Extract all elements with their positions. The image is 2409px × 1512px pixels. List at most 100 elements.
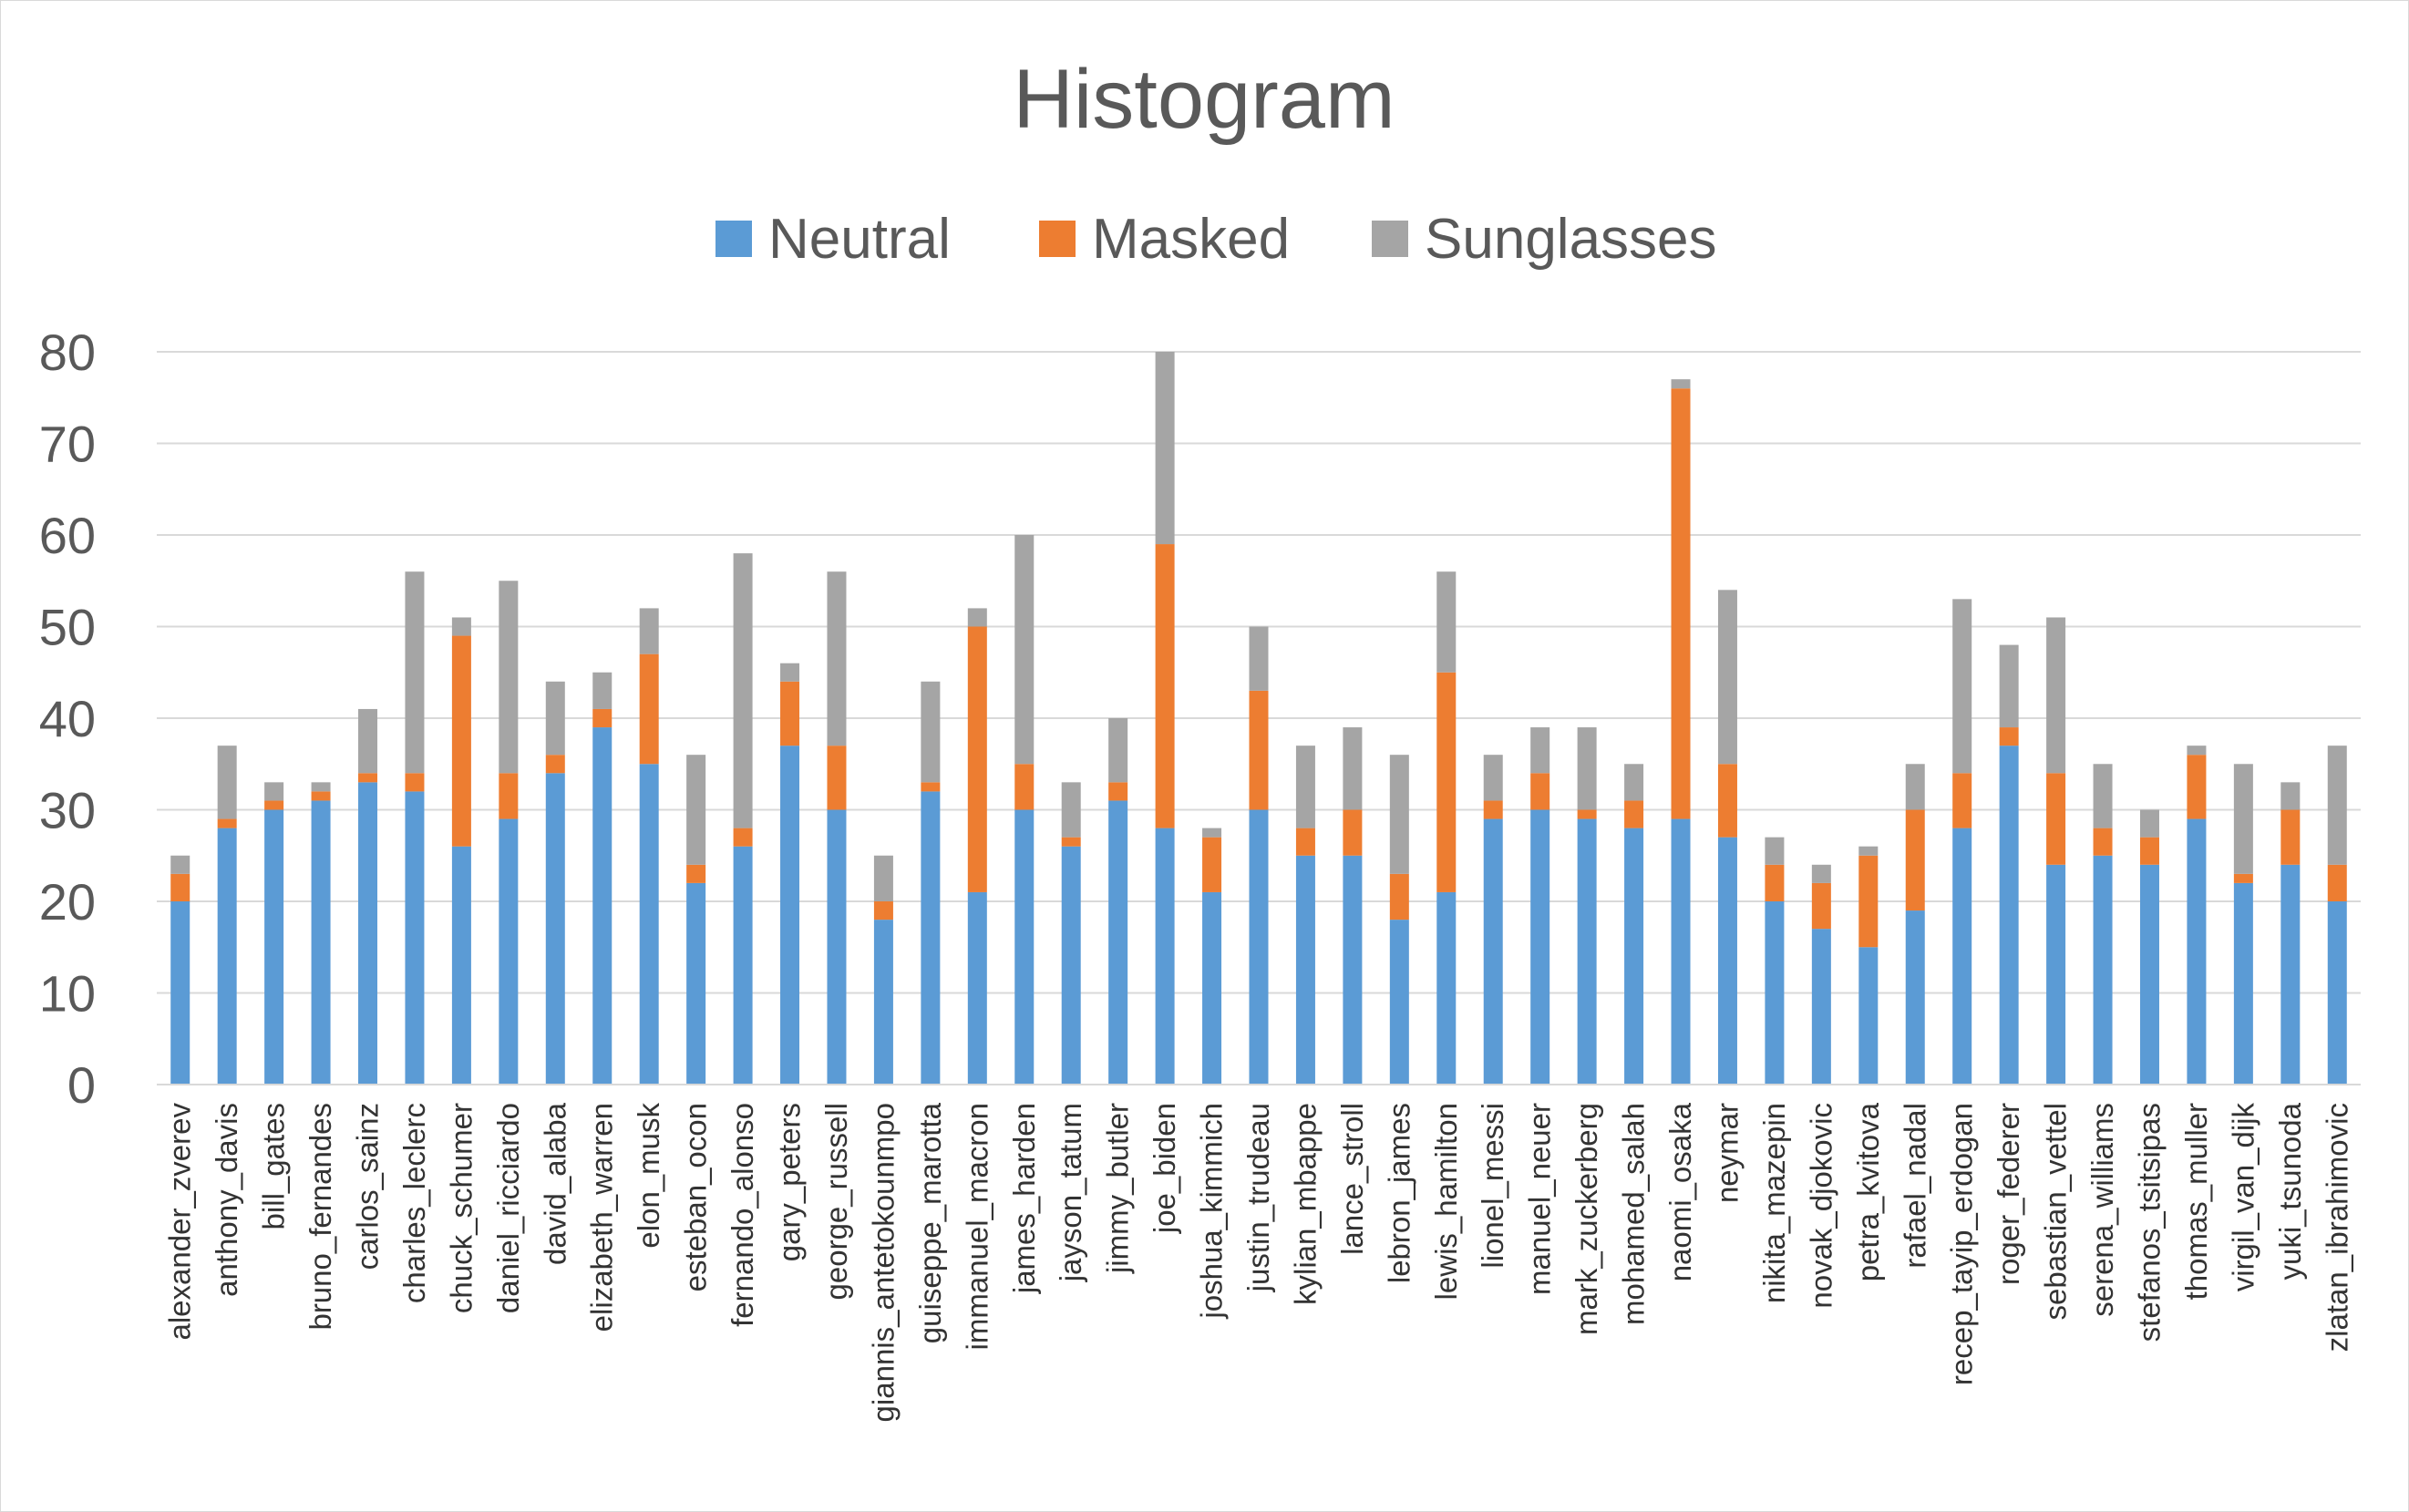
bar-sunglasses-joe_biden: [1155, 352, 1175, 545]
bar-sunglasses-kylian_mbappe: [1295, 746, 1315, 828]
bar-neutral-immanuel_macron: [967, 891, 987, 1085]
bar-neutral-george_russell: [827, 809, 847, 1085]
bar-masked-immanuel_macron: [967, 626, 987, 892]
bars: [170, 352, 2347, 1085]
bar-masked-anthony_davis: [217, 818, 237, 828]
bar-neutral-alexander_zverev: [170, 901, 190, 1085]
bar-sunglasses-joshua_kimmich: [1202, 828, 1222, 838]
x-tick-label: lance_stroll: [1335, 1103, 1369, 1255]
bar-neutral-recep_tayip_erdogan: [1952, 828, 1972, 1085]
bar-sunglasses-jayson_tatum: [1061, 782, 1081, 838]
y-tick-label: 20: [39, 873, 96, 931]
x-tick-label: gary_peters: [773, 1103, 807, 1261]
bar-neutral-petra_kvitova: [1858, 947, 1879, 1085]
x-tick-label: bruno_fernandes: [304, 1103, 337, 1331]
bar-sunglasses-david_alaba: [545, 681, 565, 756]
bar-neutral-elon_musk: [639, 764, 659, 1085]
bar-sunglasses-zlatan_ibrahimovic: [2327, 746, 2347, 865]
bar-sunglasses-james_harden: [1014, 535, 1035, 765]
bar-sunglasses-stefanos_tsitsipas: [2139, 809, 2159, 838]
bar-neutral-elizabeth_warren: [592, 727, 613, 1085]
x-tick-label: justin_trudeau: [1241, 1103, 1275, 1292]
bar-neutral-neymar: [1717, 837, 1737, 1085]
bar-masked-guiseppe_marotta: [921, 782, 941, 792]
bar-neutral-joe_biden: [1155, 828, 1175, 1085]
x-tick-label: mohamed_salah: [1617, 1103, 1651, 1325]
x-tick-label: anthony_davis: [210, 1103, 243, 1297]
bar-sunglasses-novak_djokovic: [1811, 864, 1831, 883]
bar-sunglasses-lebron_james: [1389, 755, 1409, 874]
y-tick-label: 0: [67, 1056, 96, 1114]
bar-sunglasses-lance_stroll: [1343, 727, 1363, 810]
bar-masked-lebron_james: [1389, 873, 1409, 921]
bar-masked-virgil_van_dijk: [2233, 873, 2253, 883]
x-tick-label: alexander_zverev: [163, 1103, 197, 1341]
bar-sunglasses-jimmy_butler: [1108, 718, 1128, 783]
x-tick-label: elizabeth_warren: [585, 1103, 619, 1332]
bar-neutral-mohamed_salah: [1624, 828, 1644, 1085]
bar-sunglasses-elizabeth_warren: [592, 672, 613, 709]
bar-neutral-novak_djokovic: [1811, 929, 1831, 1085]
bar-sunglasses-roger_federer: [1999, 644, 2019, 728]
x-tick-label: immanuel_macron: [960, 1103, 993, 1350]
x-tick-label: guiseppe_marotta: [913, 1102, 947, 1343]
x-tick-label: sebastian_vettel: [2039, 1103, 2073, 1321]
bar-neutral-joshua_kimmich: [1202, 891, 1222, 1085]
bar-neutral-chuck_schumer: [451, 846, 471, 1085]
bar-sunglasses-petra_kvitova: [1858, 846, 1879, 856]
bar-neutral-daniel_ricciardo: [499, 818, 519, 1085]
bar-neutral-lionel_messi: [1483, 818, 1503, 1085]
x-tick-label: elon_musk: [632, 1103, 665, 1249]
bar-neutral-yuki_tsunoda: [2280, 864, 2301, 1085]
bar-masked-justin_trudeau: [1249, 690, 1269, 810]
bar-masked-alexander_zverev: [170, 873, 190, 901]
bar-neutral-fernando_alonso: [733, 846, 753, 1085]
x-tick-label: naomi_osaka: [1663, 1102, 1697, 1281]
bar-sunglasses-guiseppe_marotta: [921, 681, 941, 783]
bar-neutral-esteban_ocon: [686, 882, 706, 1085]
bar-sunglasses-esteban_ocon: [686, 755, 706, 865]
bar-sunglasses-manuel_neuer: [1530, 727, 1550, 774]
bar-sunglasses-immanuel_macron: [967, 608, 987, 627]
bar-masked-rafael_nadal: [1905, 809, 1925, 911]
bar-masked-jimmy_butler: [1108, 782, 1128, 801]
bar-masked-nikita_mazepin: [1765, 864, 1785, 901]
bar-masked-kylian_mbappe: [1295, 828, 1315, 856]
x-tick-label: roger_federer: [1992, 1103, 2025, 1285]
bar-sunglasses-chuck_schumer: [451, 617, 471, 636]
x-tick-label: kylian_mbappe: [1288, 1103, 1322, 1305]
bar-masked-gary_peters: [780, 681, 800, 746]
legend-label-masked: Masked: [1092, 208, 1290, 271]
x-tick-label: petra_kvitova: [1851, 1102, 1885, 1281]
x-tick-label: jimmy_butler: [1101, 1103, 1135, 1274]
bar-sunglasses-naomi_osaka: [1671, 379, 1691, 389]
x-tick-label: chuck_schumer: [444, 1103, 478, 1313]
bar-sunglasses-daniel_ricciardo: [499, 581, 519, 774]
bar-sunglasses-elon_musk: [639, 608, 659, 654]
x-tick-label: lewis_hamilton: [1429, 1103, 1463, 1300]
x-tick-label: rafael_nadal: [1898, 1103, 1931, 1269]
bar-neutral-serena_williams: [2093, 855, 2113, 1085]
legend-swatch-neutral: [715, 221, 752, 257]
bar-neutral-roger_federer: [1999, 746, 2019, 1085]
y-tick-label: 70: [39, 416, 96, 473]
bar-sunglasses-neymar: [1717, 590, 1737, 765]
bar-masked-charles_leclerc: [405, 773, 425, 792]
x-axis: alexander_zverev anthony_davis bill_gates b…: [163, 1102, 2354, 1422]
bar-masked-lewis_hamilton: [1436, 672, 1457, 892]
x-tick-label: stefanos_tsitsipas: [2132, 1103, 2166, 1342]
bar-masked-mark_zuckerberg: [1577, 809, 1597, 819]
y-tick-label: 10: [39, 965, 96, 1023]
bar-sunglasses-mark_zuckerberg: [1577, 727, 1597, 810]
bar-sunglasses-recep_tayip_erdogan: [1952, 599, 1972, 774]
bar-masked-manuel_neuer: [1530, 773, 1550, 810]
bar-neutral-thomas_muller: [2187, 818, 2207, 1085]
bar-masked-bill_gates: [264, 800, 284, 810]
y-tick-label: 30: [39, 782, 96, 839]
y-tick-label: 80: [39, 324, 96, 381]
bar-neutral-rafael_nadal: [1905, 910, 1925, 1085]
bar-masked-elizabeth_warren: [592, 708, 613, 728]
bar-masked-joe_biden: [1155, 544, 1175, 828]
bar-neutral-bill_gates: [264, 809, 284, 1085]
bar-masked-zlatan_ibrahimovic: [2327, 864, 2347, 901]
